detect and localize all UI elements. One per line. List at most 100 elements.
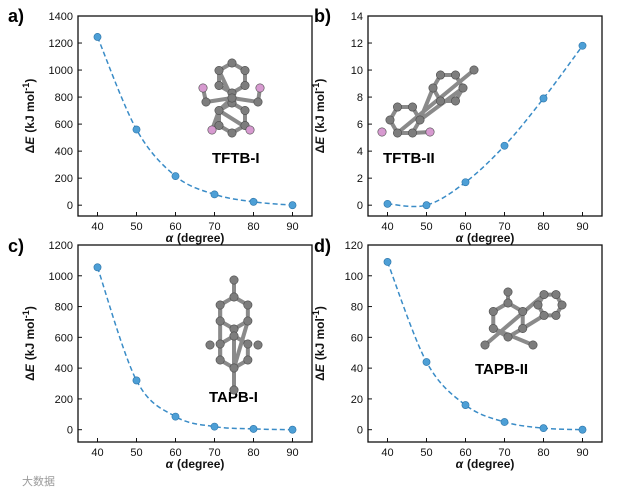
y-axis-symbol: E — [23, 363, 37, 372]
carbon-atom — [229, 275, 239, 285]
panel-label: a) — [8, 6, 24, 26]
carbon-atom — [518, 323, 528, 333]
y-tick-label: 20 — [351, 394, 363, 406]
carbon-atom — [243, 300, 253, 310]
x-axis-symbol: α — [166, 231, 174, 245]
x-tick-label: 60 — [459, 447, 471, 459]
carbon-atom — [415, 115, 425, 125]
y-axis-delta: Δ — [23, 372, 37, 381]
y-axis-symbol: E — [313, 363, 327, 372]
y-tick-label: 1200 — [49, 240, 73, 252]
carbon-atom — [458, 83, 468, 93]
y-axis-exponent: -1 — [311, 83, 321, 91]
y-tick-label: 600 — [55, 119, 73, 131]
plot-frame — [367, 244, 603, 443]
fluorine-atom — [207, 125, 217, 135]
carbon-atom — [253, 340, 263, 350]
x-axis-symbol: α — [456, 457, 464, 471]
fit-curve — [96, 36, 293, 206]
fluorine-atom — [425, 127, 435, 137]
y-tick-label: 800 — [55, 92, 73, 104]
y-axis-label: ΔE (kJ mol-1) — [21, 79, 37, 154]
data-point — [93, 33, 102, 41]
y-tick-label: 4 — [357, 146, 363, 158]
y-tick-label: 120 — [345, 240, 363, 252]
x-tick-label: 80 — [537, 221, 549, 233]
panel-4: 40 50 60 70 80 90 0 20 40 60 80 100 120 α (degree) ΔE (k… — [311, 236, 603, 471]
y-tick-label: 8 — [357, 92, 363, 104]
y-tick-label: 200 — [55, 173, 73, 185]
y-axis-close: ) — [313, 79, 327, 83]
x-tick-label: 80 — [537, 447, 549, 459]
x-axis-symbol: α — [456, 231, 464, 245]
x-tick-label: 50 — [130, 221, 142, 233]
y-tick-label: 400 — [55, 146, 73, 158]
y-tick-label: 400 — [55, 363, 73, 375]
x-axis-unit: (degree) — [467, 231, 514, 245]
carbon-atom — [435, 70, 445, 80]
y-tick-label: 14 — [351, 11, 363, 23]
x-axis-unit: (degree) — [177, 457, 224, 471]
carbon-atom — [243, 355, 253, 365]
y-tick-label: 60 — [351, 332, 363, 344]
y-axis-unit: (kJ mol — [23, 91, 37, 133]
data-point — [383, 199, 392, 208]
carbon-atom — [243, 316, 253, 326]
carbon-atom — [469, 65, 479, 75]
carbon-atom — [229, 292, 239, 302]
y-axis-unit: (kJ mol — [313, 91, 327, 133]
carbon-atom — [227, 128, 237, 138]
carbon-atom — [450, 96, 460, 106]
x-axis-unit: (degree) — [467, 457, 514, 471]
data-point — [461, 401, 470, 409]
plot-frame — [77, 15, 313, 217]
data-point — [578, 41, 587, 50]
x-tick-label: 40 — [381, 447, 393, 459]
fit-curve — [96, 267, 293, 431]
data-point — [422, 201, 431, 210]
carbon-atom — [240, 66, 250, 76]
carbon-atom — [227, 93, 237, 103]
y-axis-label: ΔE (kJ mol-1) — [21, 306, 37, 381]
carbon-atom — [215, 316, 225, 326]
carbon-atom — [450, 70, 460, 80]
carbon-atom — [229, 363, 239, 373]
data-point — [461, 178, 470, 187]
carbon-atom — [392, 102, 402, 112]
carbon-atom — [229, 385, 239, 395]
carbon-atom — [435, 96, 445, 106]
molecule-tapb-1 — [205, 275, 263, 395]
carbon-atom — [240, 106, 250, 116]
y-axis-unit: (kJ mol — [313, 318, 327, 360]
y-tick-label: 0 — [357, 200, 363, 212]
molecule-tftb-2 — [377, 65, 479, 138]
data-point — [500, 141, 509, 150]
molecule-label: TAPB-I — [209, 389, 258, 406]
y-axis-exponent: -1 — [21, 310, 31, 318]
carbon-atom — [385, 115, 395, 125]
y-tick-label: 40 — [351, 363, 363, 375]
carbon-atom — [253, 97, 263, 107]
data-point — [171, 172, 180, 181]
data-point — [288, 425, 297, 434]
data-point — [93, 263, 102, 272]
panel-2: 40 50 60 70 80 90 0 2 4 6 8 10 12 14 α (degree) ΔE (kJ mo… — [311, 6, 603, 245]
y-tick-label: 1000 — [49, 271, 73, 283]
y-axis-delta: Δ — [313, 372, 327, 381]
y-tick-label: 2 — [357, 173, 363, 185]
x-tick-label: 60 — [169, 221, 181, 233]
data-point — [288, 201, 297, 210]
x-tick-label: 90 — [576, 447, 588, 459]
y-tick-label: 6 — [357, 119, 363, 131]
data-point — [383, 258, 392, 266]
carbon-atom — [205, 340, 215, 350]
carbon-atom — [480, 340, 490, 350]
x-tick-label: 60 — [459, 221, 471, 233]
x-axis-label: α (degree) — [166, 231, 225, 245]
molecule-tftb-1 — [198, 58, 265, 138]
y-axis-delta: Δ — [313, 144, 327, 153]
y-axis-label: ΔE (kJ mol-1) — [311, 79, 327, 154]
panel-1: 40 50 60 70 80 90 0 200 400 600 800 1000 1200 1400 α (d… — [8, 6, 313, 245]
y-tick-label: 1200 — [49, 38, 73, 50]
carbon-atom — [428, 83, 438, 93]
